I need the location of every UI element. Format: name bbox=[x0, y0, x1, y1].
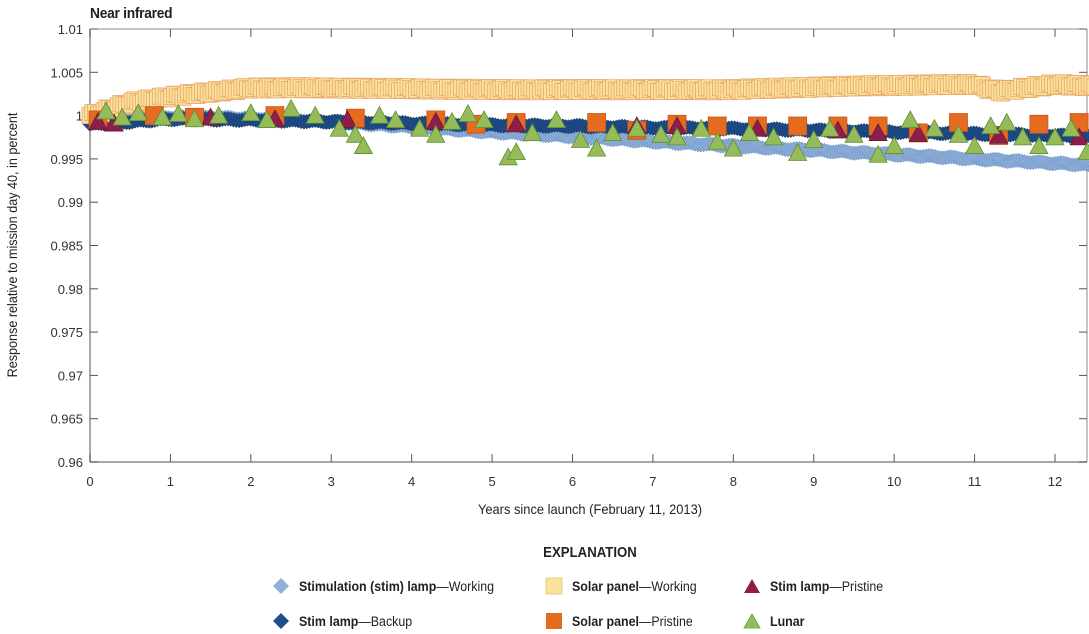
legend-label-rest: —Pristine bbox=[829, 578, 884, 594]
y-tick-label: 0.96 bbox=[58, 455, 83, 470]
legend-item-stim-working: Stimulation (stim) lamp—Working bbox=[272, 577, 511, 595]
legend-label-rest: —Working bbox=[436, 578, 495, 594]
legend-label-rest: —Backup bbox=[358, 613, 413, 629]
y-tick-label: 1.01 bbox=[58, 22, 83, 37]
x-tick-label: 12 bbox=[1048, 474, 1062, 489]
legend-item-solar-working: Solar panel—Working bbox=[545, 577, 708, 595]
x-tick-label: 11 bbox=[968, 474, 982, 489]
chart-title: Near infrared bbox=[90, 5, 173, 22]
x-tick-label: 6 bbox=[569, 474, 576, 489]
y-tick-label: 0.965 bbox=[50, 412, 83, 427]
legend-label-bold: Stimulation (stim) lamp bbox=[299, 578, 437, 594]
y-tick-label: 1.005 bbox=[50, 65, 83, 80]
legend-label-rest: —Pristine bbox=[638, 613, 693, 629]
y-tick-label: 0.995 bbox=[50, 152, 83, 167]
triangle-maroon-icon bbox=[744, 579, 760, 593]
legend-label-bold: Lunar bbox=[770, 613, 805, 629]
y-tick-label: 0.97 bbox=[58, 368, 83, 383]
x-tick-label: 7 bbox=[649, 474, 656, 489]
chart: Near infrared Response relative to missi… bbox=[4, 5, 1089, 517]
y-tick-label: 0.98 bbox=[58, 282, 83, 297]
x-tick-label: 1 bbox=[167, 474, 174, 489]
plot-area: 0.96 0.965 0.97 0.975 0.98 0.985 0.99 0.995 1 1.0… bbox=[50, 22, 1089, 489]
legend-label-bold: Solar panel bbox=[572, 578, 639, 594]
data-points bbox=[81, 74, 1089, 173]
legend-label-bold: Stim lamp bbox=[770, 578, 830, 594]
x-axis-label: Years since launch (February 11, 2013) bbox=[477, 501, 703, 517]
legend-label-bold: Solar panel bbox=[572, 613, 639, 629]
x-tick-label: 10 bbox=[887, 474, 901, 489]
x-tick-label: 9 bbox=[810, 474, 817, 489]
square-light-yellow-icon bbox=[545, 577, 563, 595]
x-tick-label: 4 bbox=[408, 474, 415, 489]
legend-label-bold: Stim lamp bbox=[299, 613, 359, 629]
diamond-dark-blue-icon bbox=[273, 613, 289, 629]
triangle-green-icon bbox=[743, 613, 761, 629]
legend-label-rest: —Working bbox=[638, 578, 697, 594]
legend: EXPLANATION Stimulation (stim) lamp—Work… bbox=[0, 540, 1089, 634]
legend-item-stim-pristine: Stim lamp—Pristine bbox=[743, 577, 893, 595]
x-tick-label: 2 bbox=[247, 474, 254, 489]
legend-title: EXPLANATION bbox=[543, 544, 637, 561]
x-tick-label: 5 bbox=[488, 474, 495, 489]
legend-item-solar-pristine: Solar panel—Pristine bbox=[545, 612, 703, 630]
y-tick-label: 0.985 bbox=[50, 239, 83, 254]
diamond-light-blue-icon bbox=[273, 578, 289, 594]
y-tick-label: 0.975 bbox=[50, 325, 83, 340]
y-tick-label: 0.99 bbox=[58, 195, 83, 210]
x-tick-label: 3 bbox=[328, 474, 335, 489]
x-tick-label: 8 bbox=[730, 474, 737, 489]
square-orange-icon bbox=[546, 613, 562, 629]
legend-item-stim-backup: Stim lamp—Backup bbox=[272, 612, 422, 630]
x-tick-label: 0 bbox=[86, 474, 93, 489]
y-tick-label: 1 bbox=[76, 109, 83, 124]
legend-item-lunar: Lunar bbox=[743, 612, 808, 630]
